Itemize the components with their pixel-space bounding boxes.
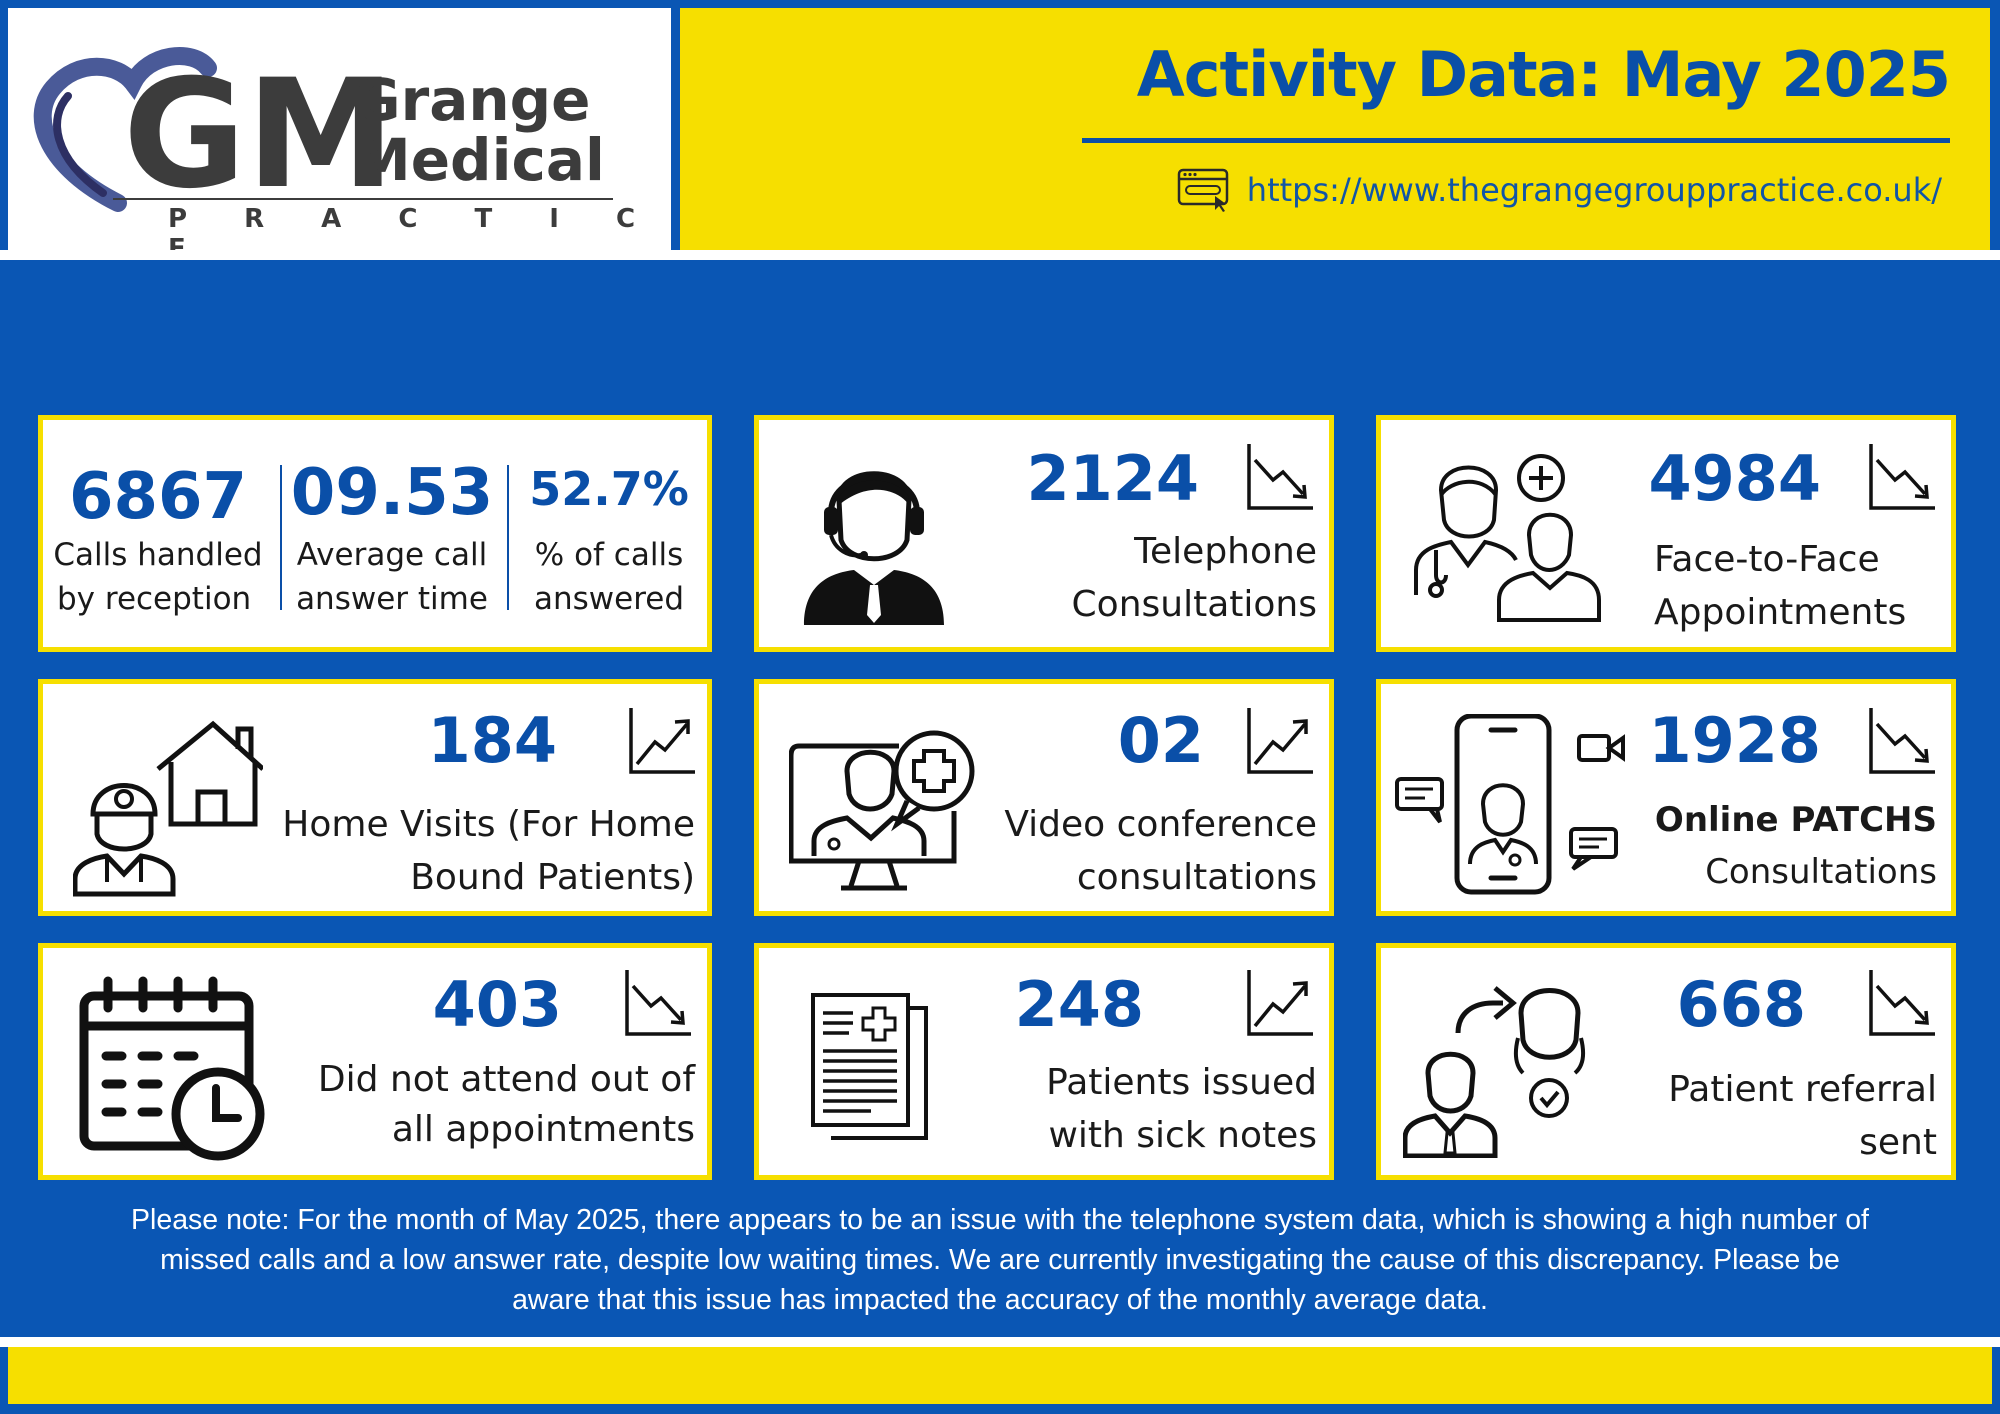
- telephone-label-1: Telephone: [1134, 531, 1317, 572]
- doctor-patient-icon: [1414, 454, 1601, 622]
- patient-referral-value: 668: [1676, 968, 1806, 1041]
- home-visit-doctor-icon: [73, 720, 263, 897]
- calls-answered-label-2: answered: [533, 581, 685, 617]
- home-visits-value: 184: [427, 704, 557, 777]
- header-divider: [1082, 138, 1950, 143]
- did-not-attend-value: 403: [432, 968, 562, 1041]
- telephone-label-2: Consultations: [1071, 584, 1317, 625]
- trend-down-icon: [625, 970, 691, 1036]
- logo: GM Grange Medical P R A C T I C E: [8, 8, 671, 264]
- did-not-attend-card: 403 Did not attend out of all appointmen…: [38, 943, 712, 1180]
- data-disclaimer-note: Please note: For the month of May 2025, …: [131, 1204, 1869, 1316]
- header-separator: [0, 250, 2000, 260]
- trend-down-icon: [1869, 444, 1935, 510]
- sick-notes-card: 248 Patients issued with sick notes: [754, 943, 1334, 1180]
- face-to-face-label-1: Face-to-Face: [1654, 539, 1880, 580]
- home-visits-label-2: Bound Patients): [410, 857, 695, 898]
- face-to-face-value: 4984: [1648, 442, 1821, 515]
- calendar-clock-icon: [79, 976, 265, 1161]
- website-link[interactable]: https://www.thegrangegrouppractice.co.uk…: [1246, 171, 1942, 209]
- calls-handled-value: 6867: [68, 460, 248, 534]
- patient-referral-label-2: sent: [1859, 1122, 1937, 1163]
- header-banner: Activity Data: May 2025 https://www.theg…: [680, 8, 1990, 250]
- trend-down-icon: [1869, 970, 1935, 1036]
- avg-answer-label-1: Average call: [296, 537, 488, 573]
- trend-up-icon: [1247, 708, 1313, 774]
- phone-doctor-chat-icon: [1395, 714, 1625, 895]
- footer-band: [8, 1347, 1992, 1404]
- footer-separator: [0, 1337, 2000, 1347]
- did-not-attend-label-2: all appointments: [391, 1109, 695, 1150]
- calls-answered-pct-value: 52.7%: [529, 462, 689, 516]
- online-patchs-label-1: Online PATCHS: [1654, 800, 1937, 840]
- video-doctor-icon: [789, 730, 975, 891]
- face-to-face-card: 4984 Face-to-Face Appointments: [1376, 415, 1956, 652]
- logo-line3: P R A C T I C E: [168, 204, 660, 264]
- online-patchs-label-2: Consultations: [1705, 852, 1937, 892]
- sick-notes-label-1: Patients issued: [1046, 1062, 1317, 1103]
- browser-window-icon: [1177, 168, 1229, 212]
- online-patchs-value: 1928: [1648, 704, 1821, 777]
- video-label-1: Video conference: [1004, 804, 1317, 845]
- avg-answer-value: 09.53: [290, 456, 494, 530]
- video-consultation-card: 02 Video conference consultations: [754, 679, 1334, 916]
- logo-line1: Grange: [353, 66, 591, 134]
- patient-referral-card: 668 Patient referral sent: [1376, 943, 1956, 1180]
- calls-card: 6867 Calls handled by reception 09.53 Av…: [38, 415, 712, 652]
- avg-answer-label-2: answer time: [296, 581, 488, 617]
- video-label-2: consultations: [1076, 857, 1317, 898]
- trend-down-icon: [1247, 444, 1313, 510]
- telephone-card: 2124 Telephone Consultations: [754, 415, 1334, 652]
- logo-monogram: GM: [123, 48, 395, 222]
- home-visits-label-1: Home Visits (For Home: [282, 804, 695, 845]
- video-value: 02: [1117, 704, 1204, 777]
- logo-mark-icon: GM: [33, 47, 395, 222]
- patient-referral-label-1: Patient referral: [1668, 1069, 1937, 1110]
- trend-up-icon: [629, 708, 695, 774]
- trend-down-icon: [1869, 708, 1935, 774]
- telephone-value: 2124: [1026, 442, 1199, 515]
- page-title: Activity Data: May 2025: [1136, 38, 1951, 111]
- logo-divider: [113, 198, 613, 200]
- stat-divider: [507, 465, 509, 610]
- sick-notes-label-2: with sick notes: [1048, 1115, 1317, 1156]
- calls-handled-label-2: by reception: [57, 581, 252, 617]
- trend-up-icon: [1247, 970, 1313, 1036]
- home-visits-card: 184 Home Visits (For Home Bound Patients…: [38, 679, 712, 916]
- sick-notes-value: 248: [1014, 968, 1144, 1041]
- url-row[interactable]: https://www.thegrangegrouppractice.co.uk…: [1177, 166, 1942, 214]
- call-center-agent-icon: [804, 471, 944, 625]
- calls-handled-label-1: Calls handled: [53, 537, 263, 573]
- patient-referral-icon: [1403, 986, 1586, 1158]
- face-to-face-label-2: Appointments: [1654, 592, 1907, 633]
- online-patchs-card: 1928 Online PATCHS Consultations: [1376, 679, 1956, 916]
- stat-divider: [280, 465, 282, 610]
- logo-line2: Medical: [353, 126, 605, 194]
- calls-answered-label-1: % of calls: [534, 537, 684, 573]
- did-not-attend-label-1: Did not attend out of: [317, 1059, 695, 1100]
- medical-document-icon: [811, 993, 928, 1140]
